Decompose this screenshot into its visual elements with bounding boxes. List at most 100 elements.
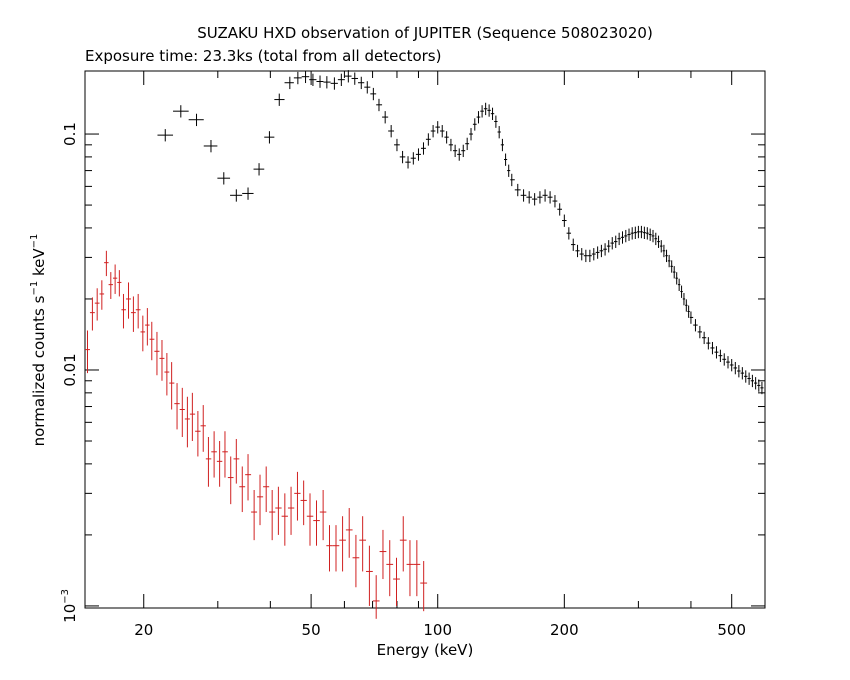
- data-point: [494, 115, 498, 128]
- data-point: [174, 383, 180, 430]
- data-point: [685, 299, 688, 312]
- data-point: [457, 148, 462, 161]
- y-tick-label-base: 10: [61, 604, 79, 623]
- data-point: [313, 500, 320, 546]
- data-point: [620, 231, 625, 244]
- data-point: [410, 152, 416, 165]
- data-point: [500, 138, 504, 152]
- data-point: [729, 359, 734, 372]
- data-point: [689, 311, 694, 324]
- data-point: [510, 173, 515, 187]
- chart-title: SUZAKU HXD observation of JUPITER (Seque…: [197, 24, 653, 42]
- data-point: [453, 144, 458, 158]
- data-point: [413, 540, 421, 597]
- chart-subtitle: Exposure time: 23.3ks (total from all de…: [85, 47, 441, 65]
- data-point: [382, 111, 389, 124]
- data-point: [211, 431, 217, 478]
- data-point: [599, 244, 604, 258]
- data-point: [145, 308, 150, 346]
- data-point: [169, 362, 175, 410]
- data-point: [677, 278, 681, 291]
- data-point: [359, 516, 367, 572]
- y-axis-label: normalized counts s−1 keV−1: [29, 234, 48, 447]
- y-tick-label-base: 0.01: [61, 353, 79, 386]
- data-point: [157, 129, 174, 142]
- data-point: [571, 238, 576, 251]
- data-point: [345, 508, 353, 558]
- x-tick-label: 100: [423, 621, 452, 639]
- data-point: [672, 266, 676, 279]
- data-point: [531, 193, 538, 206]
- y-tick-label: 0.01: [61, 353, 79, 386]
- data-point: [657, 235, 660, 248]
- data-point: [372, 575, 380, 619]
- y-axis-label-mid: keV: [30, 248, 48, 281]
- data-point: [184, 396, 190, 448]
- y-axis-label-sup2: −1: [29, 234, 40, 249]
- data-point: [293, 71, 302, 85]
- data-point: [603, 243, 607, 256]
- data-point: [645, 227, 649, 240]
- data-point: [439, 125, 445, 138]
- data-point: [670, 260, 673, 273]
- data-point: [154, 331, 160, 376]
- data-point: [687, 305, 690, 318]
- data-point: [733, 361, 738, 375]
- data-point: [164, 353, 170, 396]
- data-point: [420, 142, 426, 155]
- data-point: [269, 489, 276, 541]
- data-point: [274, 93, 285, 106]
- data-point: [575, 244, 580, 258]
- data-point: [366, 545, 373, 606]
- data-point: [750, 374, 755, 388]
- data-point: [469, 128, 473, 141]
- data-point: [301, 70, 310, 84]
- data-point: [461, 144, 466, 158]
- data-point: [701, 331, 707, 345]
- data-point: [306, 493, 314, 546]
- data-point: [651, 229, 655, 243]
- data-point: [659, 240, 663, 253]
- data-point: [706, 337, 711, 350]
- data-point: [587, 249, 592, 263]
- data-point: [636, 225, 640, 239]
- data-point: [188, 113, 204, 127]
- data-point: [537, 191, 543, 204]
- data-point: [480, 105, 484, 118]
- data-point: [476, 111, 481, 124]
- data-point: [680, 285, 683, 298]
- data-point: [149, 321, 155, 361]
- data-point: [217, 172, 231, 185]
- data-point: [125, 282, 131, 319]
- data-point: [630, 227, 634, 240]
- data-point: [257, 474, 264, 526]
- data-point: [435, 121, 440, 134]
- data-point: [747, 372, 751, 385]
- data-point: [287, 486, 295, 535]
- data-point: [281, 493, 288, 546]
- data-point: [227, 456, 234, 505]
- data-point: [448, 138, 454, 152]
- data-point: [332, 525, 340, 572]
- data-point: [394, 138, 400, 152]
- data-point: [697, 325, 702, 339]
- data-point: [275, 486, 282, 535]
- data-point: [399, 150, 406, 164]
- data-point: [613, 235, 618, 248]
- data-point: [99, 280, 105, 310]
- data-point: [595, 246, 600, 259]
- data-point: [159, 339, 165, 381]
- data-point: [130, 296, 136, 332]
- data-point: [617, 232, 621, 246]
- y-axis-label-main: normalized counts s: [30, 295, 48, 446]
- plot-frame: [84, 70, 766, 609]
- data-point: [526, 191, 532, 204]
- data-point: [352, 534, 360, 588]
- data-point: [294, 471, 301, 521]
- data-point: [760, 381, 764, 395]
- data-point: [718, 349, 723, 363]
- data-point: [740, 367, 745, 380]
- data-point: [591, 248, 596, 261]
- data-point: [135, 293, 141, 329]
